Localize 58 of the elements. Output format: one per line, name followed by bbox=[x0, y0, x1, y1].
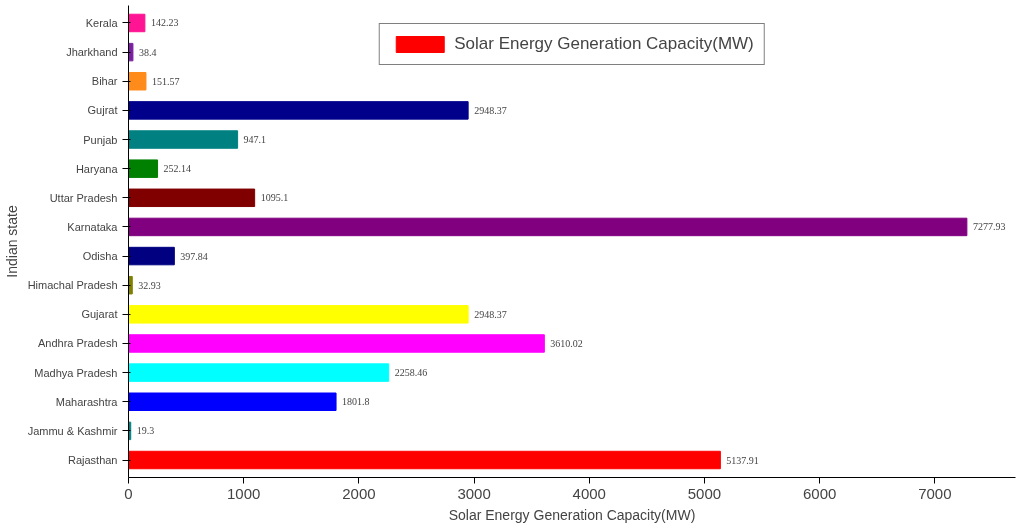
y-tick-label: Bihar bbox=[91, 75, 118, 88]
bar bbox=[128, 217, 968, 237]
bar bbox=[128, 13, 146, 33]
bar bbox=[128, 363, 390, 382]
data-label: 1095.1 bbox=[260, 192, 289, 204]
y-tick-label: Haryana bbox=[75, 162, 119, 175]
bar bbox=[128, 159, 159, 178]
y-tick-label: Maharashtra bbox=[55, 395, 119, 408]
bar bbox=[128, 334, 545, 353]
bar bbox=[128, 130, 239, 149]
bar bbox=[128, 275, 133, 295]
data-label: 252.14 bbox=[163, 163, 192, 175]
x-axis-title: Solar Energy Generation Capacity(MW) bbox=[448, 506, 696, 523]
data-label: 151.57 bbox=[151, 75, 180, 87]
x-tick-label: 6000 bbox=[802, 484, 837, 502]
y-tick-label: Rajasthan bbox=[67, 454, 118, 467]
data-label: 947.1 bbox=[243, 134, 267, 146]
y-tick-label: Gujarat bbox=[81, 308, 118, 321]
data-label: 19.3 bbox=[136, 425, 155, 437]
x-tick-label: 2000 bbox=[342, 484, 376, 502]
y-tick-label: Odisha bbox=[82, 250, 119, 263]
legend-label: Solar Energy Generation Capacity(MW) bbox=[454, 34, 754, 54]
y-tick-label: Kerala bbox=[85, 16, 119, 29]
y-tick-label: Himachal Pradesh bbox=[27, 279, 118, 292]
y-tick-label: Jharkhand bbox=[66, 46, 118, 59]
y-tick-label: Andhra Pradesh bbox=[38, 337, 118, 350]
bar bbox=[128, 392, 337, 411]
y-tick-label: Punjab bbox=[83, 133, 118, 146]
bar bbox=[128, 42, 134, 62]
y-tick-label: Gujrat bbox=[87, 104, 118, 117]
data-label: 7277.93 bbox=[972, 221, 1006, 233]
data-label: 2258.46 bbox=[394, 367, 428, 379]
data-label: 397.84 bbox=[180, 250, 208, 262]
y-tick-label: Karnataka bbox=[67, 220, 119, 233]
x-tick-label: 4000 bbox=[572, 484, 606, 502]
x-tick-label: 5000 bbox=[687, 484, 722, 502]
y-tick-label: Jammu & Kashmir bbox=[27, 424, 118, 437]
data-label: 142.23 bbox=[150, 17, 179, 29]
data-label: 38.4 bbox=[138, 46, 157, 58]
bar bbox=[128, 246, 175, 266]
bar bbox=[128, 72, 147, 91]
y-axis-title: Indian state bbox=[3, 205, 20, 278]
data-label: 32.93 bbox=[138, 279, 161, 291]
bar bbox=[128, 188, 256, 208]
data-label: 5137.91 bbox=[726, 454, 759, 466]
bar bbox=[128, 101, 469, 120]
x-tick-label: 7000 bbox=[918, 484, 952, 502]
data-label: 2948.37 bbox=[474, 308, 507, 320]
y-tick-label: Uttar Pradesh bbox=[49, 191, 118, 204]
bar bbox=[128, 305, 469, 324]
data-label: 3610.02 bbox=[550, 337, 583, 349]
y-tick-label: Madhya Pradesh bbox=[34, 366, 118, 379]
data-label: 1801.8 bbox=[342, 396, 370, 408]
x-tick-label: 1000 bbox=[227, 484, 261, 502]
x-tick-label: 0 bbox=[124, 484, 133, 502]
bar bbox=[128, 450, 721, 470]
data-label: 2948.37 bbox=[474, 104, 507, 116]
x-tick-label: 3000 bbox=[457, 484, 491, 502]
